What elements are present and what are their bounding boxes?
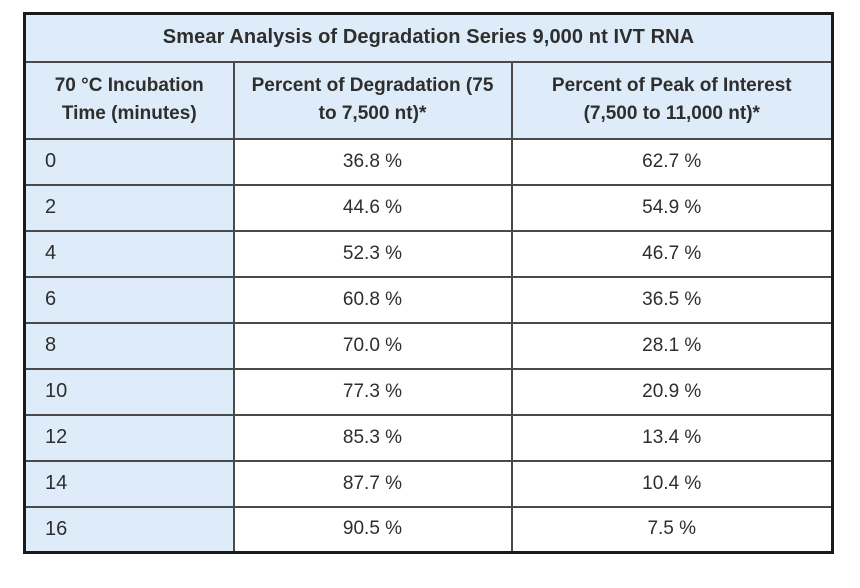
peak-of-interest-cell: 13.4 % [510, 413, 834, 462]
time-cell: 10 [23, 367, 235, 416]
peak-of-interest-cell: 46.7 % [510, 229, 834, 278]
peak-of-interest-cell: 20.9 % [510, 367, 834, 416]
table-row: 10 77.3 % 20.9 % [23, 367, 834, 416]
table-row: 0 36.8 % 62.7 % [23, 137, 834, 186]
table-row: 6 60.8 % 36.5 % [23, 275, 834, 324]
time-cell: 14 [23, 459, 235, 508]
degradation-cell: 44.6 % [232, 183, 513, 232]
degradation-cell: 77.3 % [232, 367, 513, 416]
column-header-percent-degradation: Percent of Degradation (75 to 7,500 nt)* [232, 60, 513, 140]
table-row: 2 44.6 % 54.9 % [23, 183, 834, 232]
smear-analysis-table: Smear Analysis of Degradation Series 9,0… [23, 12, 835, 554]
time-cell: 16 [23, 505, 235, 554]
degradation-cell: 85.3 % [232, 413, 513, 462]
time-cell: 4 [23, 229, 235, 278]
time-cell: 8 [23, 321, 235, 370]
degradation-cell: 87.7 % [232, 459, 513, 508]
peak-of-interest-cell: 7.5 % [510, 505, 834, 554]
peak-of-interest-cell: 54.9 % [510, 183, 834, 232]
time-cell: 12 [23, 413, 235, 462]
table-title: Smear Analysis of Degradation Series 9,0… [23, 12, 834, 63]
table-row: 16 90.5 % 7.5 % [23, 505, 834, 554]
column-header-incubation-time: 70 °C Incubation Time (minutes) [23, 60, 235, 140]
table-body: 0 36.8 % 62.7 % 2 44.6 % 54.9 % 4 52.3 % 46.7 % 6… [23, 137, 834, 554]
degradation-cell: 52.3 % [232, 229, 513, 278]
degradation-cell: 90.5 % [232, 505, 513, 554]
time-cell: 6 [23, 275, 235, 324]
degradation-cell: 60.8 % [232, 275, 513, 324]
degradation-cell: 70.0 % [232, 321, 513, 370]
table-title-row: Smear Analysis of Degradation Series 9,0… [23, 12, 834, 63]
time-cell: 2 [23, 183, 235, 232]
table-row: 12 85.3 % 13.4 % [23, 413, 834, 462]
peak-of-interest-cell: 62.7 % [510, 137, 834, 186]
table-row: 14 87.7 % 10.4 % [23, 459, 834, 508]
table-row: 8 70.0 % 28.1 % [23, 321, 834, 370]
degradation-cell: 36.8 % [232, 137, 513, 186]
peak-of-interest-cell: 28.1 % [510, 321, 834, 370]
peak-of-interest-cell: 36.5 % [510, 275, 834, 324]
peak-of-interest-cell: 10.4 % [510, 459, 834, 508]
column-header-percent-peak-of-interest: Percent of Peak of Interest (7,500 to 11… [510, 60, 834, 140]
table-header-row: 70 °C Incubation Time (minutes) Percent … [23, 60, 834, 140]
time-cell: 0 [23, 137, 235, 186]
table-row: 4 52.3 % 46.7 % [23, 229, 834, 278]
